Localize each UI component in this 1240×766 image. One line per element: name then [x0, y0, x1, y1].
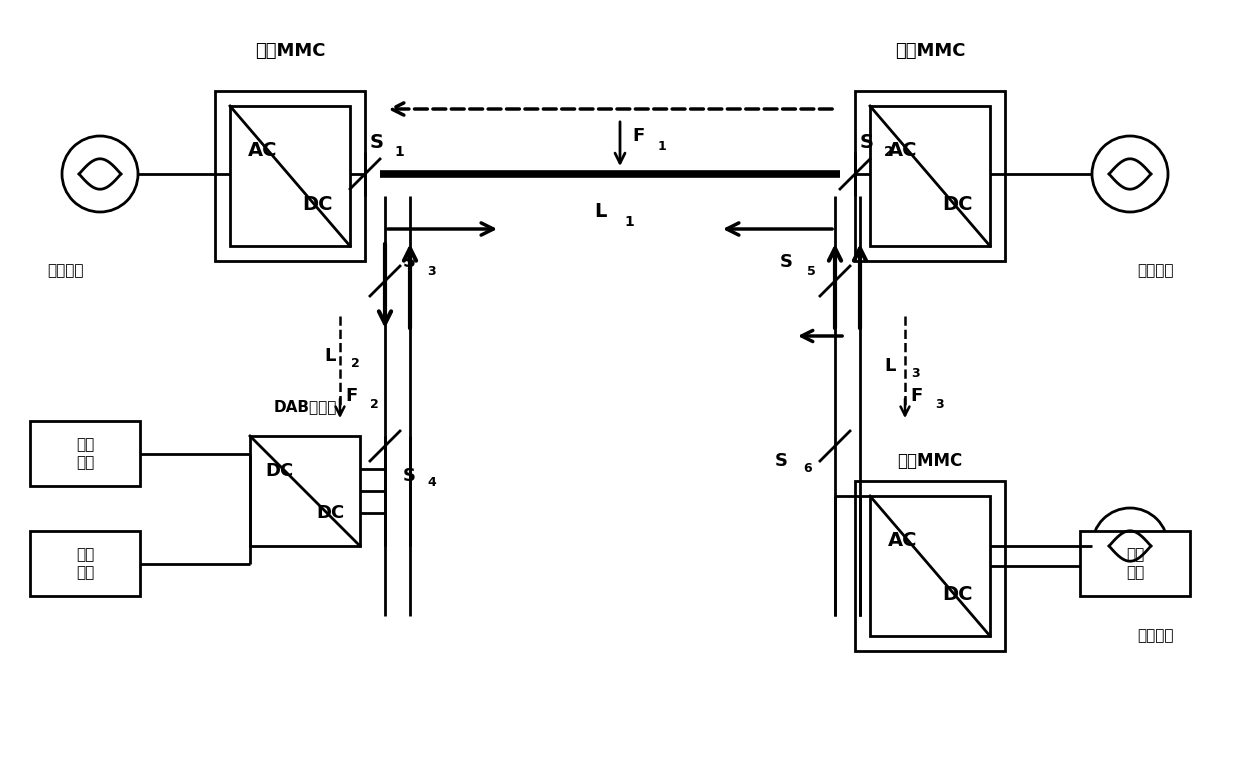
Text: F: F: [345, 387, 357, 405]
Text: 交流系统: 交流系统: [1137, 264, 1173, 279]
Text: DC: DC: [942, 584, 973, 604]
Bar: [30, 421, 140, 486]
Text: DC: DC: [942, 195, 973, 214]
Text: AC: AC: [888, 532, 918, 550]
Text: 直流
负荷: 直流 负荷: [76, 547, 94, 580]
Text: 3: 3: [935, 398, 944, 411]
Text: 4: 4: [427, 476, 435, 489]
Text: 直流
负荷: 直流 负荷: [1126, 547, 1145, 580]
Text: S: S: [403, 253, 415, 271]
Bar: [856, 481, 1004, 651]
Text: 6: 6: [804, 461, 812, 474]
Text: 1: 1: [624, 215, 634, 229]
Text: S: S: [403, 467, 415, 485]
Text: L: L: [594, 202, 606, 221]
Bar: [229, 106, 350, 246]
Text: L: L: [325, 347, 336, 365]
Text: S: S: [861, 133, 874, 152]
Text: DC: DC: [316, 504, 345, 522]
Text: 5: 5: [807, 265, 816, 278]
Text: 交流系统: 交流系统: [47, 264, 83, 279]
Text: 2: 2: [370, 398, 378, 411]
Bar: [30, 531, 140, 596]
Text: S: S: [370, 133, 384, 152]
Text: S: S: [780, 253, 794, 271]
Text: 全桥MMC: 全桥MMC: [254, 42, 325, 60]
Bar: [870, 106, 990, 246]
Text: F: F: [632, 127, 645, 145]
Bar: [856, 91, 1004, 261]
Text: AC: AC: [248, 141, 278, 160]
Text: 3: 3: [427, 265, 435, 278]
Text: 2: 2: [351, 356, 360, 369]
Text: L: L: [884, 357, 895, 375]
Text: 全桥MMC: 全桥MMC: [895, 42, 965, 60]
Text: DC: DC: [303, 195, 332, 214]
Text: 1: 1: [658, 139, 667, 152]
Text: 光伏
电源: 光伏 电源: [76, 437, 94, 470]
Text: 2: 2: [884, 145, 894, 159]
Text: 全桥MMC: 全桥MMC: [898, 452, 962, 470]
Bar: [250, 436, 360, 546]
Text: DAB变换器: DAB变换器: [273, 399, 337, 414]
Text: S: S: [775, 452, 787, 470]
Text: DC: DC: [265, 462, 294, 480]
Bar: [215, 91, 365, 261]
Text: 1: 1: [394, 145, 404, 159]
Text: 交流系统: 交流系统: [1137, 628, 1173, 643]
Bar: [1080, 531, 1190, 596]
Bar: [870, 496, 990, 636]
Text: 3: 3: [910, 366, 919, 379]
Text: F: F: [910, 387, 923, 405]
Text: AC: AC: [888, 141, 918, 160]
